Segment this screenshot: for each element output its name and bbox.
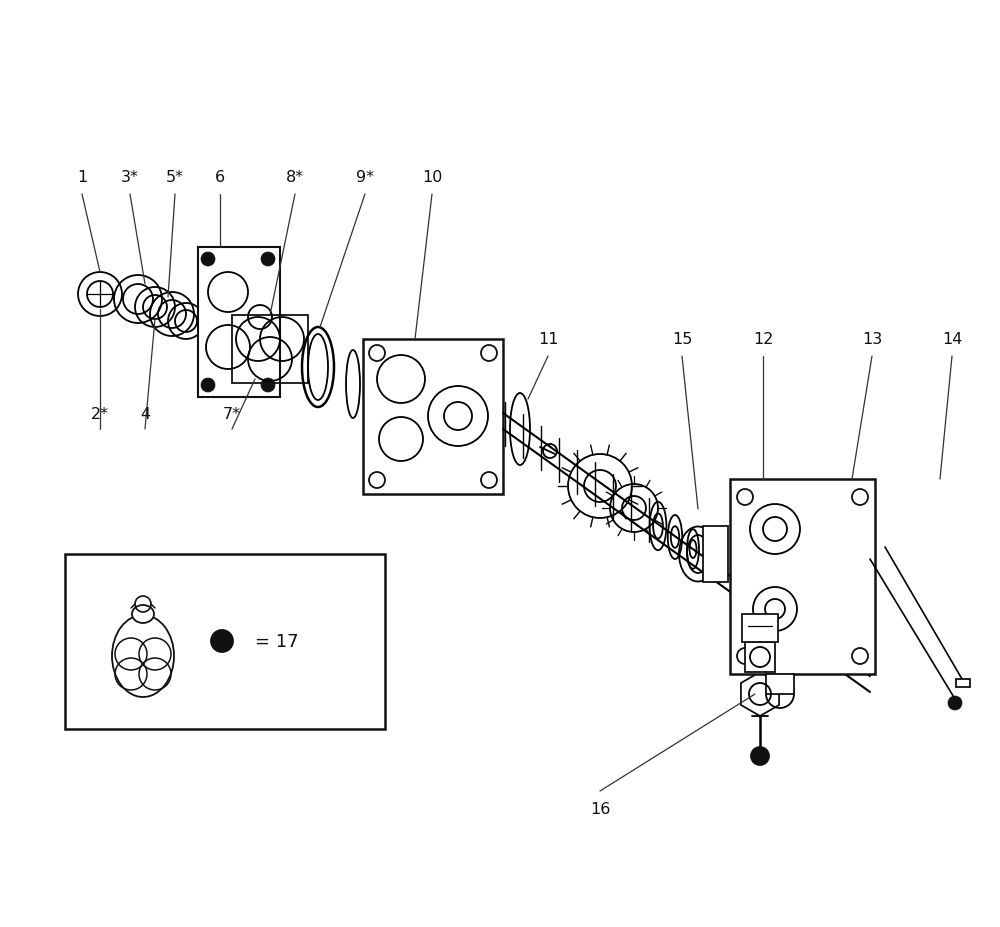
Text: = 17: = 17 — [255, 632, 299, 651]
Bar — [730, 479, 875, 674]
Circle shape — [948, 696, 962, 710]
Text: 8*: 8* — [286, 171, 304, 185]
Text: 10: 10 — [422, 171, 442, 185]
Ellipse shape — [112, 616, 174, 697]
Bar — [363, 339, 503, 494]
Text: 15: 15 — [672, 332, 692, 347]
Polygon shape — [741, 672, 779, 717]
Text: 6: 6 — [215, 171, 225, 185]
Circle shape — [201, 378, 215, 392]
Circle shape — [751, 747, 769, 765]
Text: 4: 4 — [140, 407, 150, 422]
Text: 11: 11 — [538, 332, 558, 347]
Bar — [65, 554, 385, 730]
Bar — [232, 316, 308, 384]
Text: 1: 1 — [77, 171, 87, 185]
Text: 2*: 2* — [91, 407, 109, 422]
Text: 16: 16 — [590, 802, 610, 817]
Bar — [766, 674, 794, 694]
Text: 3*: 3* — [121, 171, 139, 185]
Bar — [745, 642, 775, 672]
Text: 9*: 9* — [356, 171, 374, 185]
Bar — [703, 527, 728, 582]
Text: 12: 12 — [753, 332, 773, 347]
Text: 7*: 7* — [223, 407, 241, 422]
Circle shape — [261, 378, 275, 392]
Text: 14: 14 — [942, 332, 962, 347]
Circle shape — [201, 253, 215, 267]
Bar — [742, 615, 778, 642]
Ellipse shape — [132, 605, 154, 623]
Bar — [956, 679, 970, 687]
Circle shape — [261, 253, 275, 267]
Bar — [198, 248, 280, 398]
Circle shape — [211, 630, 233, 653]
Text: 13: 13 — [862, 332, 882, 347]
Text: 5*: 5* — [166, 171, 184, 185]
